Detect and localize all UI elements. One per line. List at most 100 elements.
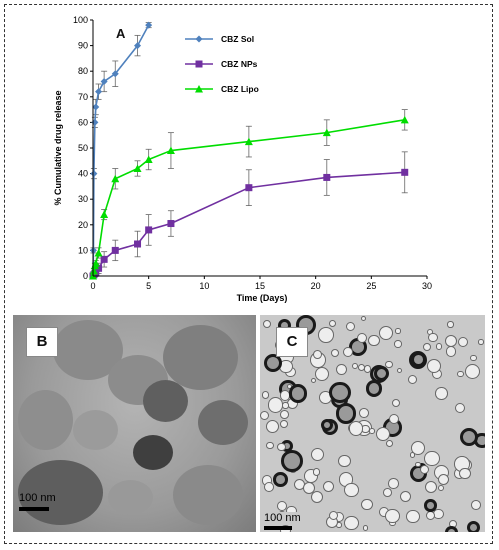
vesicle bbox=[415, 462, 421, 468]
data-point bbox=[167, 220, 175, 228]
vesicle bbox=[273, 472, 288, 487]
vesicle bbox=[320, 418, 334, 432]
data-point bbox=[91, 118, 99, 126]
vesicle bbox=[322, 480, 335, 493]
legend: CBZ Sol CBZ NPs CBZ Lipo bbox=[185, 34, 259, 94]
vesicle bbox=[437, 485, 445, 492]
vesicle bbox=[445, 345, 457, 357]
y-tick-label: 30 bbox=[78, 194, 88, 204]
vesicle bbox=[411, 352, 426, 368]
vesicle bbox=[368, 334, 380, 347]
vesicle bbox=[471, 500, 482, 511]
vesicle bbox=[280, 409, 289, 419]
vesicle bbox=[314, 366, 330, 382]
vesicle bbox=[335, 403, 356, 424]
vesicle bbox=[385, 508, 400, 524]
particle bbox=[18, 390, 73, 450]
particle bbox=[143, 380, 188, 422]
vesicle bbox=[406, 509, 420, 524]
vesicle bbox=[363, 365, 372, 373]
vesicle bbox=[464, 363, 481, 380]
data-point bbox=[166, 146, 175, 155]
vesicle bbox=[447, 321, 454, 328]
vesicle bbox=[385, 360, 393, 369]
vesicle bbox=[466, 520, 480, 532]
vesicle bbox=[425, 511, 435, 521]
y-tick-label: 20 bbox=[78, 220, 88, 230]
vesicle bbox=[344, 482, 359, 498]
y-tick-label: 50 bbox=[78, 143, 88, 153]
vesicle bbox=[277, 501, 288, 512]
vesicle bbox=[282, 402, 289, 409]
legend-marker bbox=[195, 60, 203, 68]
series-line bbox=[92, 24, 150, 277]
vesicle bbox=[263, 353, 283, 372]
vesicle bbox=[389, 414, 400, 425]
legend-marker bbox=[195, 35, 203, 43]
vesicle bbox=[357, 333, 367, 344]
vesicle bbox=[266, 420, 280, 434]
vesicle bbox=[352, 362, 359, 369]
particle bbox=[108, 480, 153, 515]
vesicle bbox=[362, 524, 369, 531]
vesicle bbox=[454, 403, 465, 414]
data-point bbox=[90, 170, 98, 178]
vesicle bbox=[374, 365, 390, 381]
data-point bbox=[322, 128, 331, 137]
vesicle bbox=[338, 454, 351, 468]
x-tick-label: 20 bbox=[311, 281, 321, 291]
x-tick-label: 5 bbox=[146, 281, 151, 291]
vesicle bbox=[263, 481, 274, 492]
scale-bar-b bbox=[19, 507, 49, 511]
series-cbz-lipo bbox=[89, 109, 409, 280]
data-point bbox=[145, 226, 153, 234]
vesicle bbox=[310, 491, 323, 504]
data-point bbox=[100, 77, 108, 85]
vesicle bbox=[343, 346, 354, 357]
scale-label-b: 100 nm bbox=[19, 492, 56, 504]
x-tick-label: 25 bbox=[366, 281, 376, 291]
vesicle bbox=[302, 482, 315, 495]
vesicle bbox=[330, 348, 339, 357]
vesicle bbox=[438, 474, 450, 486]
vesicle bbox=[427, 359, 442, 374]
y-tick-label: 70 bbox=[78, 92, 88, 102]
vesicle bbox=[391, 398, 401, 408]
vesicle bbox=[424, 499, 437, 512]
vesicle bbox=[348, 421, 364, 436]
data-point bbox=[95, 88, 103, 96]
figure-frame bbox=[4, 4, 493, 544]
x-axis-title: Time (Days) bbox=[237, 293, 288, 303]
vesicle bbox=[360, 315, 366, 321]
vesicle bbox=[378, 326, 393, 341]
x-ticks: 0 5 10 15 20 25 30 bbox=[90, 276, 432, 291]
y-axis-title: % Cumulative drug release bbox=[53, 90, 63, 205]
y-tick-label: 40 bbox=[78, 169, 88, 179]
vesicle bbox=[281, 450, 303, 472]
panel-b-label: B bbox=[26, 327, 58, 357]
data-point bbox=[245, 184, 253, 192]
vesicle bbox=[435, 343, 443, 350]
particle bbox=[163, 325, 238, 390]
vesicle bbox=[435, 387, 448, 400]
x-tick-label: 10 bbox=[199, 281, 209, 291]
data-point bbox=[94, 248, 103, 257]
particle bbox=[173, 465, 243, 525]
panel-a-label: A bbox=[116, 26, 126, 41]
legend-marker bbox=[195, 85, 203, 93]
data-point bbox=[111, 174, 120, 183]
vesicle bbox=[407, 374, 418, 385]
vesicle bbox=[344, 515, 359, 531]
data-point bbox=[95, 264, 103, 272]
vesicle bbox=[329, 319, 337, 327]
vesicle bbox=[335, 364, 347, 376]
vesicle bbox=[424, 450, 440, 466]
vesicle bbox=[312, 468, 321, 476]
vesicle bbox=[394, 340, 402, 348]
particle bbox=[18, 460, 103, 525]
data-point bbox=[145, 21, 153, 29]
data-point bbox=[244, 137, 253, 146]
vesicle bbox=[328, 510, 338, 520]
panel-c-label: C bbox=[276, 327, 308, 357]
vesicle bbox=[288, 383, 308, 403]
